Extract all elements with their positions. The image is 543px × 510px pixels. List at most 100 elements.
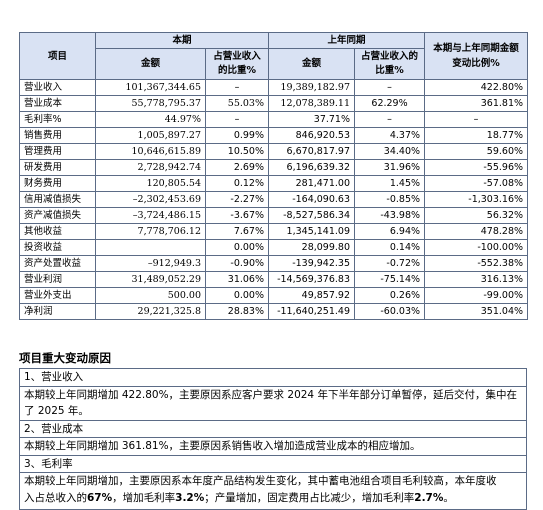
table-row: 营业收入 101,367,344.65 – 19,389,182.97 – 42… [19, 79, 529, 96]
reason-3-margin-value-2: 2.7% [414, 491, 444, 504]
current-ratio: 55.03% [204, 95, 270, 112]
current-ratio: 31.06% [204, 271, 270, 288]
table-row: 财务费用 120,805.54 0.12% 281,471.00 1.45% -… [19, 175, 529, 192]
table-row: 毛利率% 44.97% – 37.71% – – [19, 111, 529, 128]
reason-1-text-line-1: 本期较上年同期增加 422.80%，主要原因系应客户要求 2024 年下半年部分… [20, 385, 526, 404]
header-current-amount: 金额 [95, 48, 206, 80]
financial-table: 项目 本期 上年同期 本期与上年同期金额变动比例% 金额 占营业收入的比重% 金… [19, 32, 529, 320]
table-row: 营业成本 55,778,795.37 55.03% 12,078,389.11 … [19, 95, 529, 112]
header-item: 项目 [19, 32, 96, 80]
prior-ratio: – [354, 111, 426, 128]
row-label: 其他收益 [19, 223, 96, 240]
header-current: 本期 [94, 32, 270, 49]
row-label: 财务费用 [19, 175, 96, 192]
prior-ratio: 1.45% [354, 175, 426, 192]
prior-amount: 28,099.80 [268, 239, 356, 256]
current-amount: 10,646,615.89 [95, 143, 206, 160]
change-ratio: -99.00% [424, 287, 529, 304]
current-ratio: 7.67% [204, 223, 270, 240]
header-prior-amount: 金额 [268, 48, 356, 80]
row-label: 净利润 [19, 303, 96, 320]
reason-3-text-line-2: 入占总收入的67%，增加毛利率3.2%；产量增加，固定费用占比减少，增加毛利率2… [20, 490, 526, 507]
current-ratio: -2.27% [204, 191, 270, 208]
current-amount: 31,489,052.29 [95, 271, 206, 288]
current-ratio: 28.83% [204, 303, 270, 320]
header-prior-ratio: 占营业收入的比重% [354, 48, 426, 80]
reason-2-heading: 2、营业成本 [20, 419, 526, 438]
prior-amount: 49,857.92 [268, 287, 356, 304]
change-ratio: 361.81% [424, 95, 529, 112]
reason-3-text-line-1: 本期较上年同期增加，主要原因系本年度产品结构发生变化，其中蓄电池组合项目毛利较高… [20, 472, 526, 490]
current-amount: –3,724,486.15 [95, 207, 206, 224]
prior-amount: 281,471.00 [268, 175, 356, 192]
current-ratio: -0.90% [204, 255, 270, 272]
current-amount [95, 239, 206, 256]
current-amount: 7,778,706.12 [95, 223, 206, 240]
current-amount: 55,778,795.37 [95, 95, 206, 112]
change-ratio: -1,303.16% [424, 191, 529, 208]
change-ratio: 478.28% [424, 223, 529, 240]
row-label: 资产处置收益 [19, 255, 96, 272]
current-amount: 29,221,325.8 [95, 303, 206, 320]
prior-amount: -11,640,251.49 [268, 303, 356, 320]
header-current-ratio: 占营业收入的比重% [204, 48, 270, 80]
prior-amount: 6,670,817.97 [268, 143, 356, 160]
prior-ratio: -60.03% [354, 303, 426, 320]
table-row: 销售费用 1,005,897.27 0.99% 846,920.53 4.37%… [19, 127, 529, 144]
change-ratio: 422.80% [424, 79, 529, 96]
change-ratio: -100.00% [424, 239, 529, 256]
reason-1-text-line-2: 了 2025 年。 [24, 405, 89, 417]
reason-1-heading: 1、营业收入 [24, 371, 84, 383]
prior-ratio: -0.85% [354, 191, 426, 208]
current-ratio: 2.69% [204, 159, 270, 176]
reason-3-margin-value-1: 3.2% [175, 491, 205, 504]
row-label: 销售费用 [19, 127, 96, 144]
change-ratio: 56.32% [424, 207, 529, 224]
reason-2-text-line-1: 本期较上年同期增加 361.81%，主要原因系销售收入增加造成营业成本的相应增加… [20, 437, 526, 455]
table-row: 信用减值损失 –2,302,453.69 -2.27% -164,090.63 … [19, 191, 529, 208]
prior-amount: 6,196,639.32 [268, 159, 356, 176]
prior-ratio: 62.29% [354, 95, 426, 112]
reasons-box: 1、营业收入 本期较上年同期增加 422.80%，主要原因系应客户要求 2024… [19, 368, 527, 510]
current-ratio: 0.00% [204, 239, 270, 256]
prior-ratio: – [354, 79, 426, 96]
reason-3-text-part: 。 [443, 491, 454, 504]
row-label: 营业外支出 [19, 287, 96, 304]
prior-ratio: 4.37% [354, 127, 426, 144]
change-ratio: -552.38% [424, 255, 529, 272]
change-ratio: -55.96% [424, 159, 529, 176]
current-amount: 44.97% [95, 111, 206, 128]
table-row: 投资收益 0.00% 28,099.80 0.14% -100.00% [19, 239, 529, 256]
reason-3-text-part: ；产量增加，固定费用占比减少，增加毛利率 [204, 491, 415, 504]
prior-ratio: -0.72% [354, 255, 426, 272]
table-row: 研发费用 2,728,942.74 2.69% 6,196,639.32 31.… [19, 159, 529, 176]
current-ratio: -3.67% [204, 207, 270, 224]
prior-amount: -164,090.63 [268, 191, 356, 208]
reason-3-heading: 3、毛利率 [20, 454, 526, 473]
current-amount: 101,367,344.65 [95, 79, 206, 96]
table-row: 管理费用 10,646,615.89 10.50% 6,670,817.97 3… [19, 143, 529, 160]
prior-amount: 37.71% [268, 111, 356, 128]
current-ratio: 0.00% [204, 287, 270, 304]
reasons-title: 项目重大变动原因 [19, 351, 111, 365]
current-amount: 120,805.54 [95, 175, 206, 192]
change-ratio: – [424, 111, 529, 128]
prior-amount: 1,345,141.09 [268, 223, 356, 240]
row-label: 资产减值损失 [19, 207, 96, 224]
current-ratio: 0.12% [204, 175, 270, 192]
current-ratio: 0.99% [204, 127, 270, 144]
table-row: 营业利润 31,489,052.29 31.06% -14,569,376.83… [19, 271, 529, 288]
prior-amount: -139,942.35 [268, 255, 356, 272]
prior-amount: 846,920.53 [268, 127, 356, 144]
current-amount: 1,005,897.27 [95, 127, 206, 144]
change-ratio: 316.13% [424, 271, 529, 288]
prior-amount: -8,527,586.34 [268, 207, 356, 224]
prior-ratio: 6.94% [354, 223, 426, 240]
row-label: 营业收入 [19, 79, 96, 96]
prior-ratio: -43.98% [354, 207, 426, 224]
prior-amount: 19,389,182.97 [268, 79, 356, 96]
row-label: 营业成本 [19, 95, 96, 112]
row-label: 研发费用 [19, 159, 96, 176]
row-label: 管理费用 [19, 143, 96, 160]
header-change: 本期与上年同期金额变动比例% [424, 32, 529, 80]
